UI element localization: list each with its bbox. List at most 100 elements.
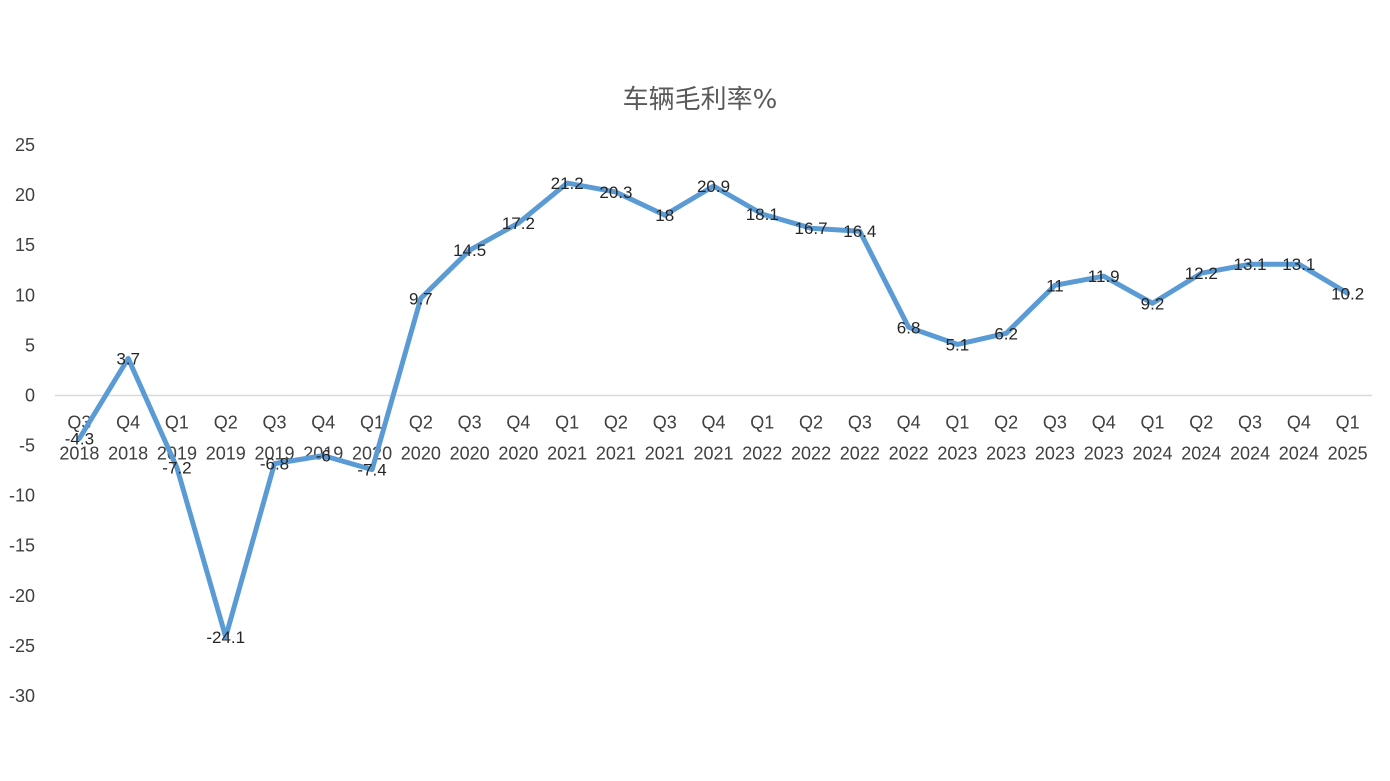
x-tick-quarter: Q3 <box>1238 412 1262 432</box>
x-tick-quarter: Q3 <box>262 412 286 432</box>
x-tick-year: 2021 <box>547 443 587 463</box>
x-tick-year: 2022 <box>791 443 831 463</box>
data-label: 13.1 <box>1234 255 1267 274</box>
data-label: 20.9 <box>697 177 730 196</box>
data-label: 6.8 <box>897 318 921 337</box>
x-tick-year: 2020 <box>498 443 538 463</box>
x-tick-quarter: Q3 <box>848 412 872 432</box>
x-tick-label: Q3 2021 <box>645 412 685 463</box>
y-tick-label: 15 <box>15 235 35 255</box>
y-axis: 25 20 15 10 5 0 -5 -10 -15 -20 -25 -30 <box>9 135 35 706</box>
x-tick-year: 2025 <box>1328 443 1368 463</box>
x-tick-year: 2024 <box>1181 443 1221 463</box>
x-tick-label: Q1 2021 <box>547 412 587 463</box>
x-tick-year: 2020 <box>450 443 490 463</box>
x-tick-quarter: Q1 <box>360 412 384 432</box>
y-tick-label: -20 <box>9 586 35 606</box>
x-tick-label: Q2 2021 <box>596 412 636 463</box>
x-tick-label: Q4 2022 <box>889 412 929 463</box>
data-label: -24.1 <box>206 628 245 647</box>
data-label: 18 <box>655 206 674 225</box>
data-label: 13.1 <box>1282 255 1315 274</box>
x-tick-year: 2019 <box>254 443 294 463</box>
x-tick-quarter: Q4 <box>1092 412 1116 432</box>
x-tick-quarter: Q1 <box>165 412 189 432</box>
data-labels: -4.3 3.7 -7.2 -24.1 -6.8 -6 -7.4 9.7 14.5 17.2 21.… <box>65 174 1364 647</box>
data-label: 20.3 <box>599 183 632 202</box>
x-tick-year: 2023 <box>1084 443 1124 463</box>
data-label: 3.7 <box>116 349 140 368</box>
x-tick-quarter: Q1 <box>1140 412 1164 432</box>
x-tick-year: 2021 <box>596 443 636 463</box>
x-axis: Q32018Q42018Q12019Q22019Q32019Q42019Q120… <box>59 412 1367 463</box>
x-tick-quarter: Q1 <box>1336 412 1360 432</box>
x-tick-quarter: Q4 <box>1287 412 1311 432</box>
x-tick-label: Q1 2023 <box>937 412 977 463</box>
x-tick-year: 2023 <box>1035 443 1075 463</box>
x-tick-year: 2022 <box>840 443 880 463</box>
y-tick-label: -5 <box>19 436 35 456</box>
x-tick-quarter: Q1 <box>555 412 579 432</box>
data-label: -6 <box>316 447 331 466</box>
x-tick-quarter: Q2 <box>214 412 238 432</box>
x-tick-label: Q3 2024 <box>1230 412 1270 463</box>
x-tick-year: 2021 <box>693 443 733 463</box>
x-tick-label: Q4 2018 <box>108 412 148 463</box>
data-label: 11.9 <box>1088 267 1120 286</box>
data-label: 9.7 <box>409 289 433 308</box>
x-tick-label: Q1 2020 <box>352 412 392 463</box>
x-tick-label: Q2 2020 <box>401 412 441 463</box>
y-tick-label: 20 <box>15 185 35 205</box>
data-label: 21.2 <box>551 174 584 193</box>
x-tick-quarter: Q2 <box>409 412 433 432</box>
data-label: -6.8 <box>260 455 289 474</box>
x-tick-quarter: Q3 <box>1043 412 1067 432</box>
x-tick-quarter: Q4 <box>311 412 335 432</box>
x-tick-year: 2023 <box>986 443 1026 463</box>
y-tick-label: -30 <box>9 686 35 706</box>
data-label: 10.2 <box>1331 284 1364 303</box>
x-tick-year: 2021 <box>645 443 685 463</box>
x-tick-label: Q2 2024 <box>1181 412 1221 463</box>
x-tick-label: Q4 2020 <box>498 412 538 463</box>
x-tick-label: Q4 2021 <box>693 412 733 463</box>
x-tick-quarter: Q2 <box>1189 412 1213 432</box>
data-label: 18.1 <box>746 205 779 224</box>
y-tick-label: 10 <box>15 285 35 305</box>
x-tick-year: 2020 <box>401 443 441 463</box>
x-tick-year: 2023 <box>937 443 977 463</box>
y-tick-label: -25 <box>9 636 35 656</box>
x-tick-label: Q1 2022 <box>742 412 782 463</box>
x-tick-label: Q2 2019 <box>206 412 246 463</box>
x-tick-label: Q4 2024 <box>1279 412 1319 463</box>
data-label: 16.4 <box>843 222 876 241</box>
data-label: 11 <box>1046 276 1064 295</box>
x-tick-label: Q1 2024 <box>1132 412 1172 463</box>
x-tick-label: Q2 2022 <box>791 412 831 463</box>
data-label: 16.7 <box>795 219 828 238</box>
series-line <box>76 180 1351 640</box>
x-tick-label: Q3 2023 <box>1035 412 1075 463</box>
x-tick-year: 2024 <box>1230 443 1270 463</box>
data-label: 6.2 <box>994 324 1018 343</box>
x-tick-label: Q1 2025 <box>1328 412 1368 463</box>
y-tick-label: -15 <box>9 536 35 556</box>
y-tick-label: -10 <box>9 486 35 506</box>
x-tick-quarter: Q3 <box>653 412 677 432</box>
x-tick-quarter: Q2 <box>604 412 628 432</box>
x-tick-label: Q4 2023 <box>1084 412 1124 463</box>
data-label: 17.2 <box>502 214 535 233</box>
data-label: -7.2 <box>162 459 191 478</box>
x-tick-year: 2022 <box>742 443 782 463</box>
data-label: -4.3 <box>65 430 94 449</box>
data-label: 5.1 <box>946 335 970 354</box>
x-tick-year: 2024 <box>1279 443 1319 463</box>
data-label: 14.5 <box>453 241 486 260</box>
x-tick-quarter: Q2 <box>799 412 823 432</box>
x-tick-year: 2018 <box>59 443 99 463</box>
x-tick-quarter: Q4 <box>701 412 725 432</box>
x-tick-year: 2020 <box>352 443 392 463</box>
chart-title: 车辆毛利率% <box>623 85 778 115</box>
x-tick-quarter: Q4 <box>506 412 530 432</box>
